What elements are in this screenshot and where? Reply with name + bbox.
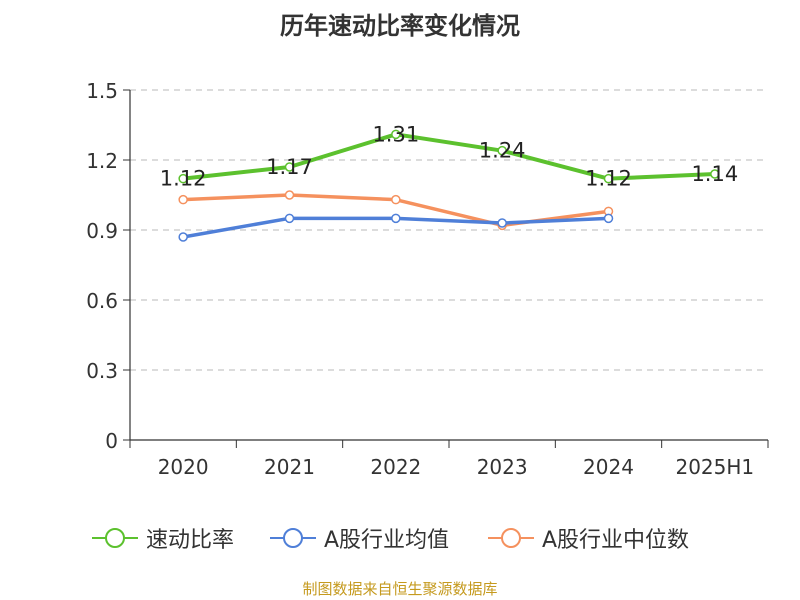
legend: 速动比率 A股行业均值 A股行业中位数	[0, 518, 800, 558]
data-point[interactable]	[284, 213, 295, 224]
x-tick-label: 2022	[370, 455, 421, 479]
y-tick-label: 1.2	[86, 149, 118, 173]
y-tick-label: 0.6	[86, 289, 118, 313]
series-line	[182, 132, 715, 181]
data-label: 1.17	[266, 155, 313, 179]
legend-marker-quick-ratio	[92, 528, 138, 548]
legend-label-industry-mean: A股行业均值	[324, 528, 450, 553]
data-point[interactable]	[391, 213, 401, 224]
data-point[interactable]	[178, 173, 188, 184]
y-tick-label: 0	[105, 429, 118, 453]
data-point[interactable]	[391, 129, 401, 140]
data-point[interactable]	[284, 190, 295, 200]
data-point[interactable]	[603, 213, 614, 224]
legend-marker-industry-mean	[270, 528, 316, 548]
x-tick-label: 2025H1	[675, 455, 754, 479]
y-tick-label: 0.3	[86, 359, 118, 383]
data-point[interactable]	[497, 145, 507, 156]
data-label: 1.12	[585, 167, 632, 191]
data-point[interactable]	[178, 194, 188, 205]
data-point[interactable]	[178, 232, 188, 242]
data-point[interactable]	[497, 218, 507, 228]
data-label: 1.12	[160, 167, 207, 191]
legend-marker-industry-median	[488, 528, 534, 548]
legend-item-industry-mean[interactable]: A股行业均值	[270, 518, 449, 558]
x-tick-label: 2023	[477, 455, 528, 479]
data-label: 1.31	[372, 122, 419, 146]
x-tick-label: 2020	[158, 455, 209, 479]
data-source-note: 制图数据来自恒生聚源数据库	[302, 580, 498, 598]
data-label: 1.14	[691, 162, 738, 186]
data-point[interactable]	[391, 194, 401, 205]
legend-label-industry-median: A股行业中位数	[542, 528, 690, 553]
legend-item-quick-ratio[interactable]: 速动比率	[92, 518, 234, 558]
chart-title: 历年速动比率变化情况	[280, 12, 520, 40]
x-tick-label: 2021	[264, 455, 315, 479]
data-label: 1.24	[479, 139, 526, 163]
data-point[interactable]	[284, 162, 295, 172]
legend-item-industry-median[interactable]: A股行业中位数	[488, 518, 689, 558]
x-tick-label: 2024	[583, 455, 634, 479]
data-point[interactable]	[603, 173, 614, 184]
data-point[interactable]	[710, 169, 720, 179]
y-tick-label: 0.9	[86, 219, 118, 243]
legend-label-quick-ratio: 速动比率	[146, 528, 235, 553]
y-tick-label: 1.5	[86, 79, 118, 103]
